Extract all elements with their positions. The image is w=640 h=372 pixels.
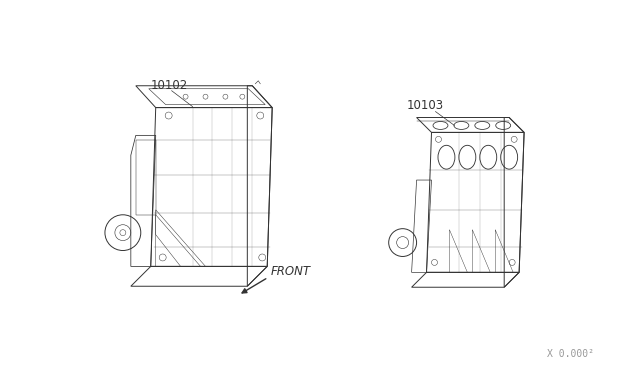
Text: 10103: 10103 — [406, 99, 444, 112]
Text: 10102: 10102 — [151, 79, 188, 92]
Text: FRONT: FRONT — [270, 265, 310, 278]
Text: X 0.000²: X 0.000² — [547, 349, 594, 359]
